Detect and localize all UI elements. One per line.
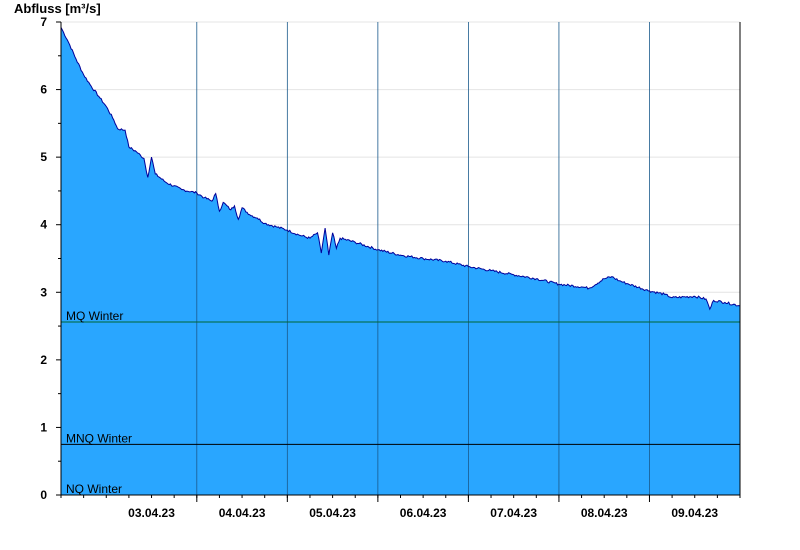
y-tick-label: 2 — [40, 353, 47, 367]
y-tick-label: 0 — [40, 488, 47, 502]
discharge-area — [61, 27, 740, 496]
y-tick-label: 6 — [40, 83, 47, 97]
discharge-line — [60, 27, 741, 311]
x-tick-label: 08.04.23 — [581, 506, 628, 520]
x-tick-label: 03.04.23 — [128, 506, 175, 520]
y-tick-label: 1 — [40, 420, 47, 434]
y-tick-label: 3 — [40, 285, 47, 299]
y-tick-label: 5 — [40, 150, 47, 164]
reference-label: MNQ Winter — [66, 431, 132, 445]
reference-label: MQ Winter — [66, 309, 123, 323]
x-tick-label: 04.04.23 — [219, 506, 266, 520]
x-tick-label: 06.04.23 — [400, 506, 447, 520]
x-tick-label: 07.04.23 — [490, 506, 537, 520]
x-tick-label: 05.04.23 — [309, 506, 356, 520]
x-tick-label: 09.04.23 — [671, 506, 718, 520]
y-axis-title: Abfluss [m³/s] — [14, 1, 101, 16]
reference-label: NQ Winter — [66, 482, 122, 496]
y-tick-label: 4 — [40, 218, 47, 232]
y-tick-label: 7 — [40, 15, 47, 29]
